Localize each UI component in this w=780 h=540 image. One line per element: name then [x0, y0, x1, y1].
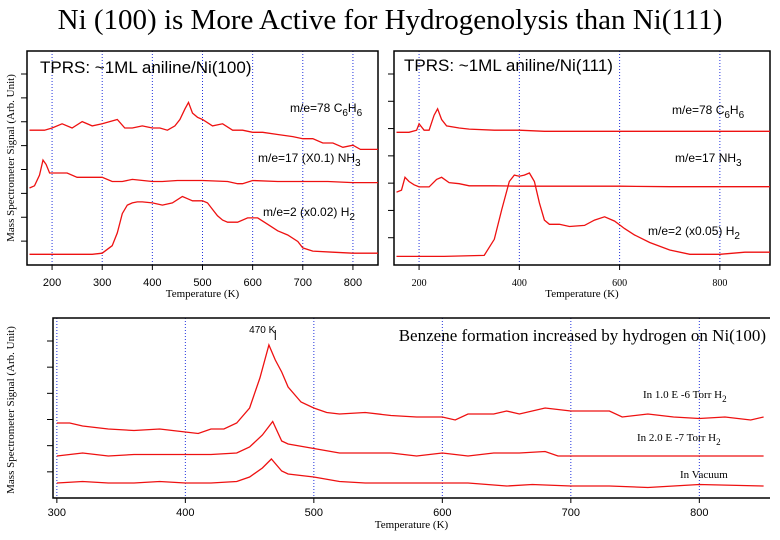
series-line-1	[29, 100, 378, 151]
chart-title: TPRS: ~1ML aniline/Ni(111)	[404, 56, 613, 75]
axes-frame	[52, 317, 770, 499]
x-tick-label: 600	[243, 277, 261, 289]
x-axis-label: Temperature (K)	[375, 519, 449, 531]
x-tick-label: 800	[690, 507, 708, 519]
x-tick-label: 700	[562, 507, 580, 519]
x-axis-label: Temperature (K)	[545, 288, 619, 300]
main-title: Ni (100) is More Active for Hydrogenolys…	[57, 4, 723, 36]
series-line-3	[29, 195, 378, 255]
series-label: m/e=78 C6H6	[290, 101, 363, 119]
chart-panel-3: 300 400 500 600 700 800 In 1.0 E -6 Torr H2 In …	[5, 317, 770, 531]
x-tick-label: 400	[512, 278, 527, 289]
x-tick-label: 300	[48, 507, 66, 519]
series-label: In 2.0 E -7 Torr H2	[637, 432, 721, 447]
series-label: m/e=78 C6H6	[672, 103, 745, 121]
series-line-2	[56, 420, 764, 457]
series-label: m/e=17 (X0.1) NH3	[258, 151, 361, 169]
chart-title: Benzene formation increased by hydrogen …	[399, 326, 766, 345]
annotation-label: 470 K	[249, 325, 275, 336]
y-axis-label: Mass Spectrometer Signal (Arb. Unit)	[5, 326, 17, 494]
series-line-3	[56, 458, 764, 489]
x-tick-label: 700	[294, 277, 312, 289]
x-tick-label: 600	[612, 278, 627, 289]
series-line-2	[396, 176, 770, 193]
y-axis-label: Mass Spectrometer Signal (Arb. Unit)	[5, 74, 17, 242]
series-label: In Vacuum	[680, 469, 728, 481]
x-tick-label: 400	[176, 507, 194, 519]
x-tick-label: 200	[43, 277, 61, 289]
axes-frame	[393, 50, 771, 266]
chart-panel-1: 200 300 400 500 600 700 800 m/e=78 C6H6 m/e=17 (…	[5, 50, 379, 300]
x-tick-label: 400	[143, 277, 161, 289]
series-label: In 1.0 E -6 Torr H2	[643, 389, 727, 404]
x-tick-label: 500	[193, 277, 211, 289]
x-tick-label: 300	[93, 277, 111, 289]
series-line-1	[56, 343, 764, 435]
series-label: m/e=2 (x0.02) H2	[263, 205, 355, 223]
series-line-1	[396, 107, 770, 133]
series-label: m/e=2 (x0.05) H2	[648, 224, 740, 242]
chart-title: TPRS: ~1ML aniline/Ni(100)	[40, 58, 252, 77]
x-tick-label: 600	[433, 507, 451, 519]
x-tick-label: 800	[712, 278, 727, 289]
chart-panel-2: 200 400 600 800 m/e=78 C6H6 m/e=17 NH3 m/e=2 (…	[388, 50, 771, 300]
series-label: m/e=17 NH3	[675, 151, 742, 169]
x-tick-label: 800	[344, 277, 362, 289]
series-line-3	[396, 172, 770, 258]
x-tick-label: 200	[412, 278, 427, 289]
x-axis-label: Temperature (K)	[166, 288, 240, 300]
series-line-2	[29, 158, 378, 189]
x-tick-label: 500	[305, 507, 323, 519]
